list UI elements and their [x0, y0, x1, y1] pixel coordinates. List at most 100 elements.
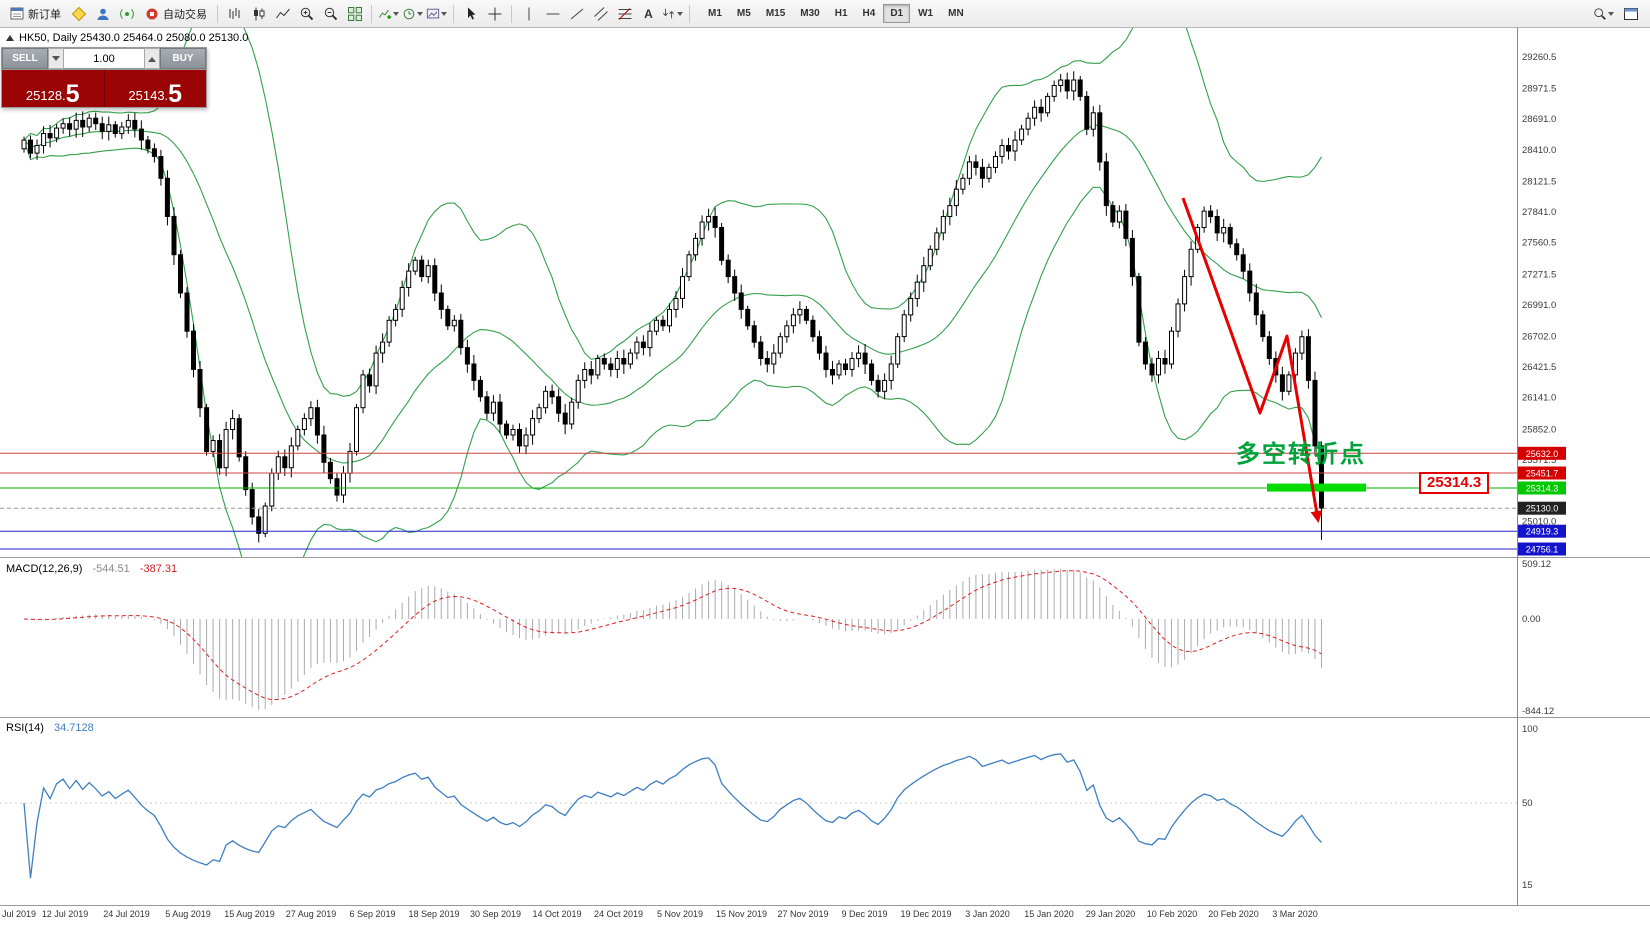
svg-text:19 Dec 2019: 19 Dec 2019	[900, 909, 951, 919]
new-order-button[interactable]: 新订单	[4, 3, 66, 25]
svg-text:15: 15	[1522, 880, 1533, 891]
volume-up-button[interactable]	[144, 48, 160, 69]
tile-windows-button[interactable]	[343, 3, 366, 25]
buy-price-button[interactable]: 25143. 5	[103, 70, 206, 108]
market-watch-button[interactable]	[67, 3, 90, 25]
timeframe-M30[interactable]: M30	[793, 4, 826, 23]
horizontal-levels[interactable]	[0, 452, 1517, 550]
dropdown-caret-icon	[677, 12, 683, 19]
text-tool-button[interactable]: A	[637, 3, 660, 25]
profile-button[interactable]	[91, 3, 114, 25]
svg-text:27271.5: 27271.5	[1522, 269, 1556, 280]
horizontal-line-tool-button[interactable]	[541, 3, 564, 25]
templates-button[interactable]	[425, 3, 448, 25]
buy-price-big: 5	[168, 80, 183, 108]
arrows-icon	[662, 8, 675, 18]
timeframe-H1[interactable]: H1	[828, 4, 855, 23]
toolbar-separator	[371, 4, 372, 23]
zoom-out-icon	[324, 7, 337, 20]
sell-price-button[interactable]: 25128. 5	[2, 70, 104, 107]
volume-down-icon	[52, 55, 60, 65]
svg-text:3 Jan 2020: 3 Jan 2020	[965, 909, 1010, 919]
vertical-line-tool-button[interactable]	[517, 3, 540, 25]
panel-separators[interactable]	[0, 28, 1650, 906]
svg-text:28971.5: 28971.5	[1522, 84, 1556, 95]
signal-icon	[119, 8, 134, 19]
svg-text:25852.0: 25852.0	[1522, 424, 1556, 435]
svg-text:26702.0: 26702.0	[1522, 332, 1556, 343]
zoom-out-button[interactable]	[319, 3, 342, 25]
timeframe-D1[interactable]: D1	[883, 4, 911, 23]
timeframe-W1[interactable]: W1	[911, 4, 940, 23]
price-axis[interactable]: 29260.5 28971.5 28691.0 28410.0 28121.5 27841…	[1518, 52, 1566, 891]
channel-icon	[593, 6, 608, 21]
timeframe-M1[interactable]: M1	[701, 4, 729, 23]
macd-name: MACD(12,26,9)	[6, 563, 83, 575]
svg-text:27 Aug 2019: 27 Aug 2019	[286, 909, 337, 919]
svg-text:30 Sep 2019: 30 Sep 2019	[470, 909, 521, 919]
timeframe-M15[interactable]: M15	[759, 4, 792, 23]
macd-indicator-label: MACD(12,26,9) -544.51 -387.31	[6, 563, 177, 575]
buy-button[interactable]: BUY	[160, 48, 206, 69]
new-window-button[interactable]	[1619, 3, 1642, 25]
svg-text:18 Sep 2019: 18 Sep 2019	[408, 909, 459, 919]
zoom-in-icon	[300, 7, 313, 20]
macd-panel	[23, 568, 1322, 711]
date-axis[interactable]: Jul 2019 12 Jul 2019 24 Jul 2019 5 Aug 2019…	[2, 909, 1318, 919]
trade-panel-prices: 25128. 5 25143. 5	[2, 69, 206, 107]
timeframe-H4[interactable]: H4	[856, 4, 883, 23]
volume-input[interactable]	[64, 48, 144, 69]
chart-annotations	[1181, 197, 1366, 523]
fibonacci-tool-button[interactable]	[613, 3, 636, 25]
candle-chart-button[interactable]	[247, 3, 270, 25]
svg-text:15 Jan 2020: 15 Jan 2020	[1024, 909, 1074, 919]
svg-text:14 Oct 2019: 14 Oct 2019	[532, 909, 581, 919]
symbol-info-text: HK50, Daily 25430.0 25464.0 25080.0 2513…	[19, 32, 249, 44]
timeframe-MN[interactable]: MN	[941, 4, 971, 23]
toolbar-separator	[453, 4, 454, 23]
trendline-tool-button[interactable]	[565, 3, 588, 25]
fibonacci-icon	[618, 7, 631, 20]
sell-button[interactable]: SELL	[2, 48, 48, 69]
signals-button[interactable]	[115, 3, 138, 25]
timeframe-M5[interactable]: M5	[730, 4, 758, 23]
periods-button[interactable]	[401, 3, 424, 25]
svg-text:10 Feb 2020: 10 Feb 2020	[1147, 909, 1198, 919]
window-icon	[1623, 7, 1638, 20]
svg-text:9 Dec 2019: 9 Dec 2019	[841, 909, 887, 919]
svg-text:50: 50	[1522, 798, 1533, 809]
svg-text:24 Jul 2019: 24 Jul 2019	[103, 909, 150, 919]
candle-chart-icon	[253, 7, 264, 20]
trade-panel-controls: SELL BUY	[2, 48, 206, 69]
svg-text:25451.7: 25451.7	[1526, 469, 1559, 479]
macd-value-signal: -387.31	[139, 563, 178, 575]
bar-chart-button[interactable]	[223, 3, 246, 25]
svg-text:26421.5: 26421.5	[1522, 362, 1556, 373]
dropdown-caret-icon	[441, 12, 447, 19]
dropdown-caret-icon	[1608, 12, 1614, 19]
line-chart-icon	[275, 8, 290, 18]
svg-text:26991.0: 26991.0	[1522, 300, 1556, 311]
svg-text:25130.0: 25130.0	[1526, 504, 1559, 514]
crosshair-tool-button[interactable]	[483, 3, 506, 25]
tile-windows-icon	[347, 6, 362, 21]
arrows-tool-button[interactable]	[661, 3, 684, 25]
price-chart-canvas[interactable]: 29260.5 28971.5 28691.0 28410.0 28121.5 27841…	[0, 28, 1650, 950]
line-chart-button[interactable]	[271, 3, 294, 25]
svg-text:25632.0: 25632.0	[1526, 449, 1559, 459]
svg-text:25314.3: 25314.3	[1526, 484, 1559, 494]
toolbar: 新订单 自动交易	[0, 0, 1650, 28]
buy-price-small: 25143.	[128, 88, 169, 103]
channel-tool-button[interactable]	[589, 3, 612, 25]
one-click-collapse-icon[interactable]	[6, 35, 14, 41]
autotrade-button[interactable]: 自动交易	[139, 3, 212, 25]
text-tool-icon: A	[644, 6, 653, 21]
volume-down-button[interactable]	[48, 48, 64, 69]
indicators-button[interactable]	[377, 3, 400, 25]
cursor-tool-button[interactable]	[459, 3, 482, 25]
bar-chart-icon	[229, 7, 239, 19]
zoom-in-button[interactable]	[295, 3, 318, 25]
svg-text:5 Aug 2019: 5 Aug 2019	[165, 909, 211, 919]
search-button[interactable]	[1592, 3, 1615, 25]
candles	[21, 71, 1324, 543]
